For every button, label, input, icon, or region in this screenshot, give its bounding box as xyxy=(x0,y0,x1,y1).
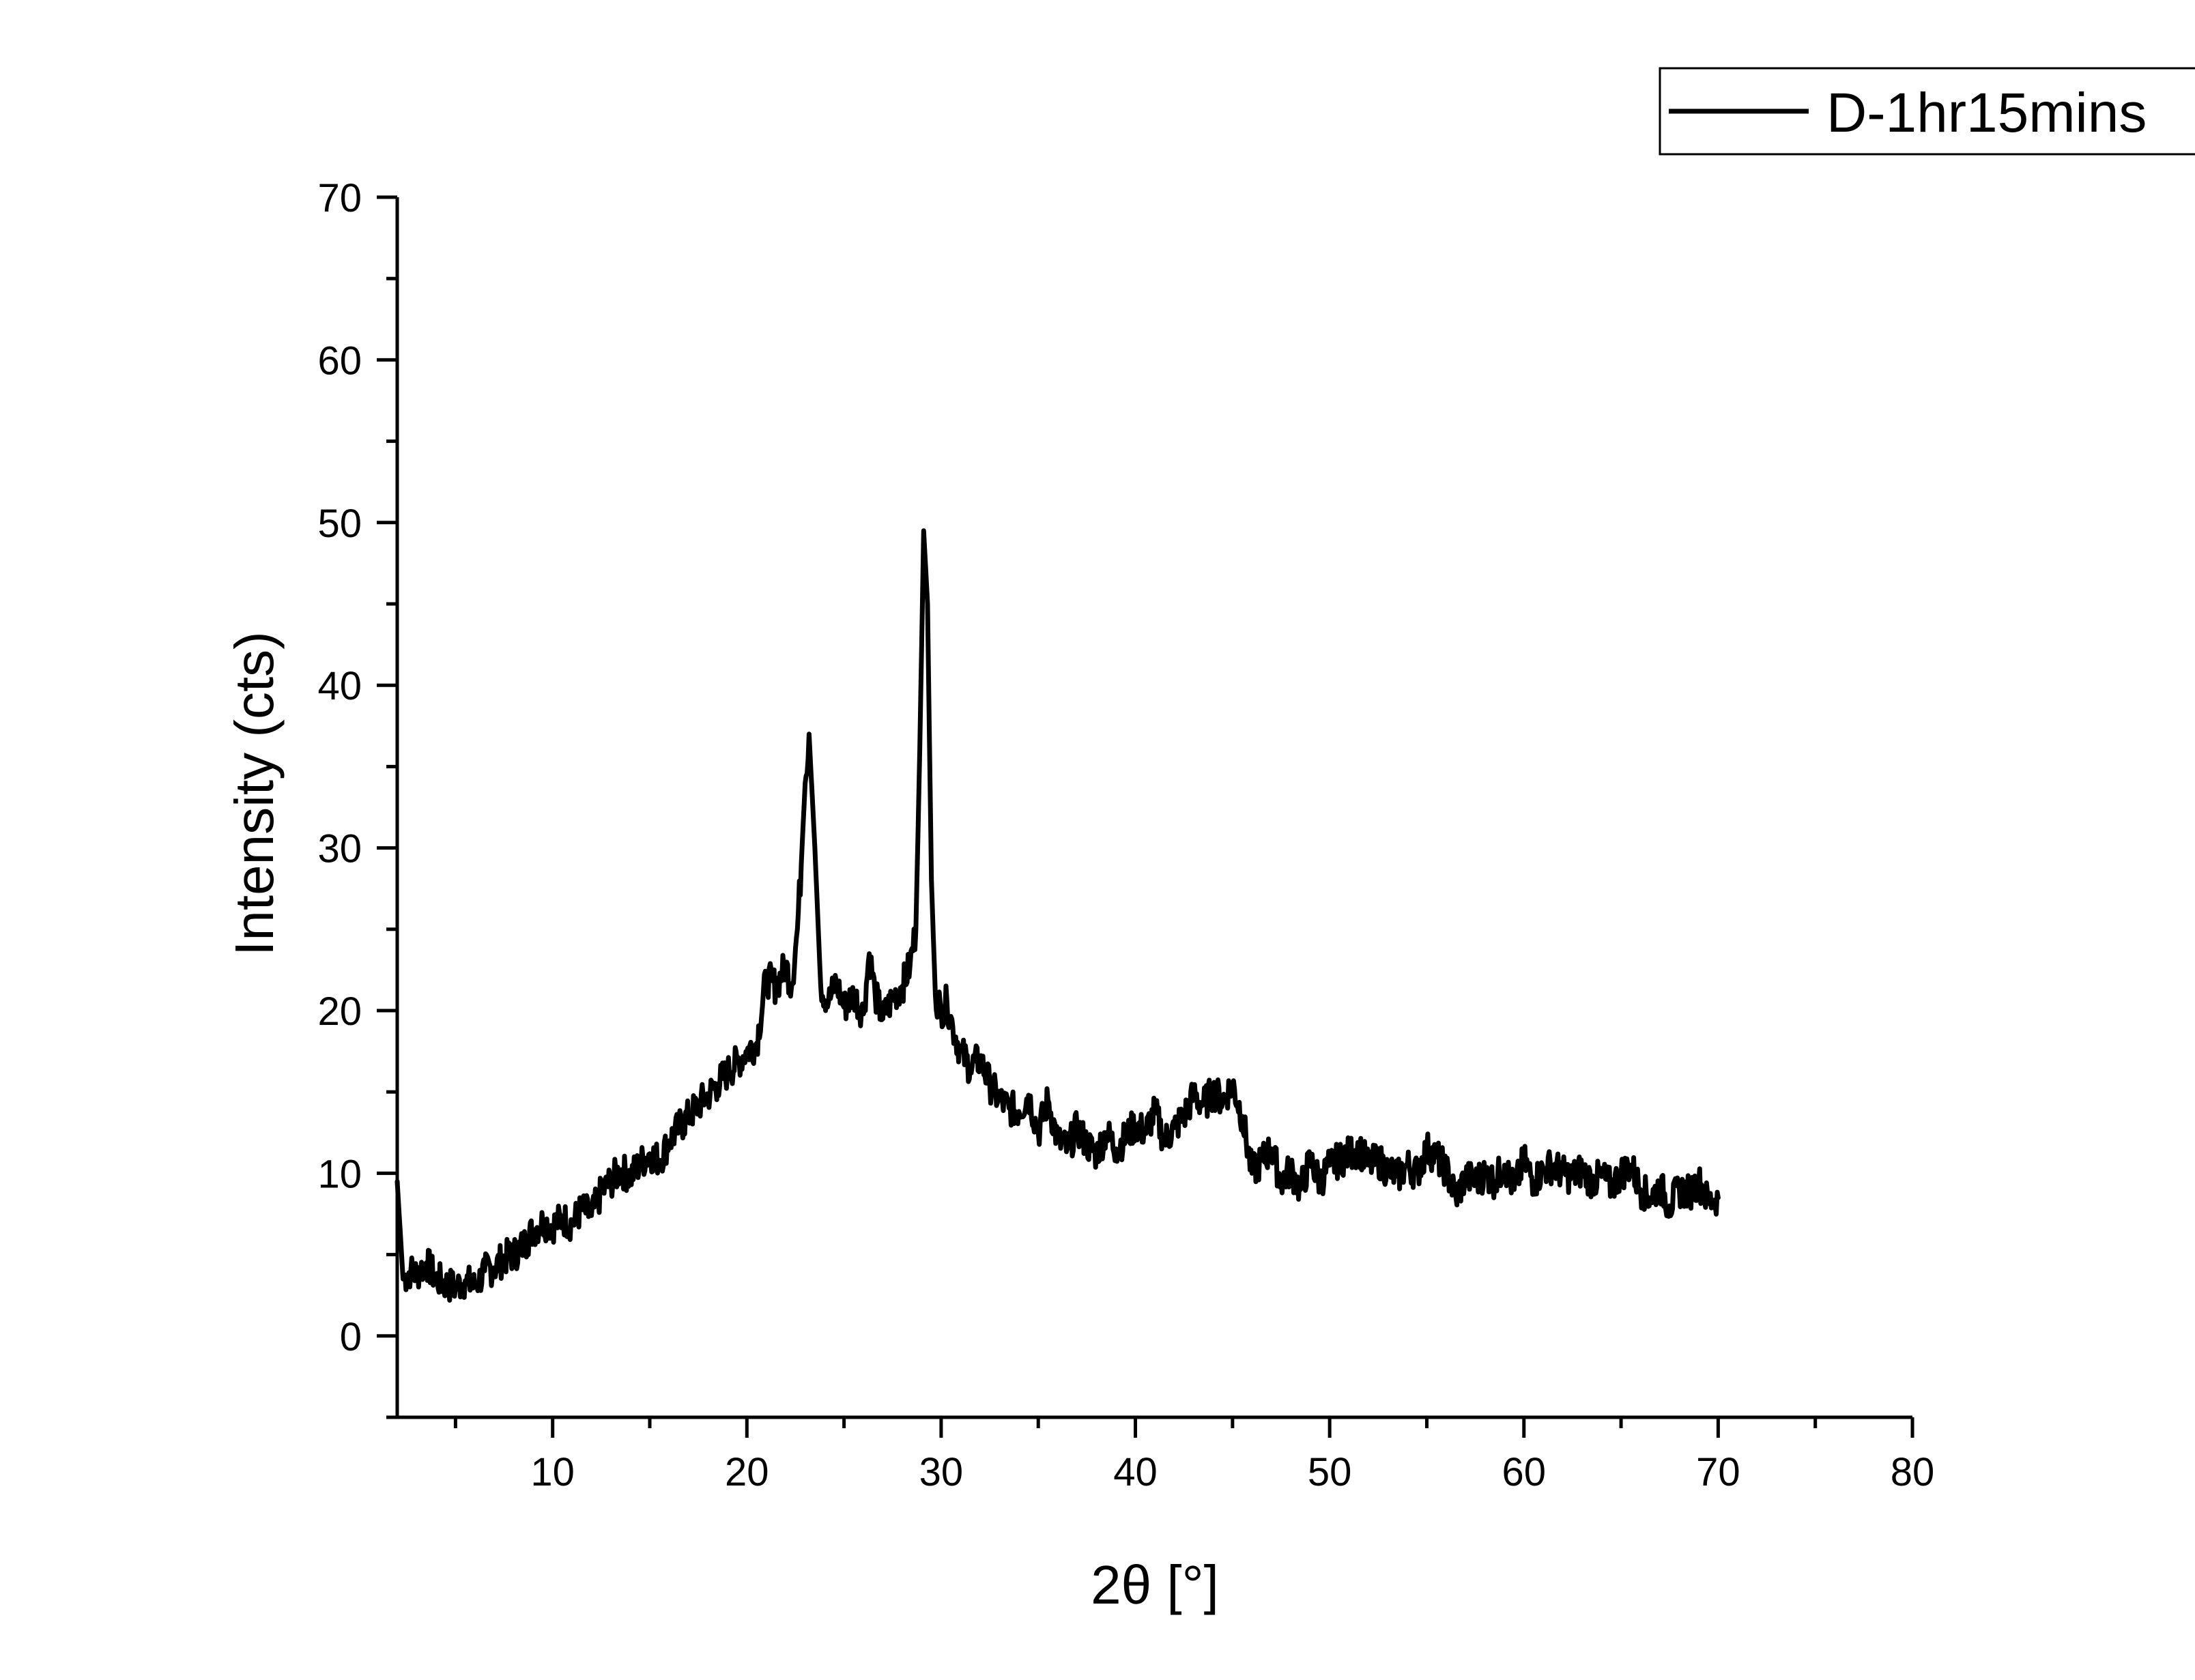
x-tick-label: 40 xyxy=(1113,1450,1158,1494)
y-ticks: 0 10 20 30 40 50 60 70 xyxy=(317,176,397,1419)
y-tick-label: 70 xyxy=(317,176,362,220)
y-tick-label: 30 xyxy=(317,827,362,871)
y-tick-label: 0 xyxy=(340,1315,362,1359)
x-tick-label: 30 xyxy=(919,1450,964,1494)
y-tick-label: 40 xyxy=(317,664,362,708)
legend: D-1hr15mins xyxy=(1659,67,2195,156)
x-ticks: 10 20 30 40 50 60 70 80 xyxy=(453,1417,1935,1494)
legend-entry-label: D-1hr15mins xyxy=(1826,82,2147,144)
axes: 0 10 20 30 40 50 60 70 10 20 30 40 50 60 70 80 xyxy=(317,176,1934,1494)
x-axis-title: 2θ [°] xyxy=(1091,1554,1219,1615)
y-axis-title: Intensity (cts) xyxy=(224,631,285,956)
x-tick-label: 20 xyxy=(725,1450,769,1494)
y-tick-label: 20 xyxy=(317,989,362,1034)
series-line-d-1hr15mins xyxy=(394,528,1721,1303)
x-tick-label: 80 xyxy=(1891,1450,1935,1494)
x-tick-label: 60 xyxy=(1502,1450,1547,1494)
plot-area xyxy=(394,528,1721,1303)
y-tick-label: 60 xyxy=(317,338,362,383)
y-tick-label: 10 xyxy=(317,1152,362,1196)
x-tick-label: 70 xyxy=(1696,1450,1740,1494)
x-tick-label: 50 xyxy=(1308,1450,1352,1494)
x-tick-label: 10 xyxy=(530,1450,575,1494)
y-tick-label: 50 xyxy=(317,502,362,546)
